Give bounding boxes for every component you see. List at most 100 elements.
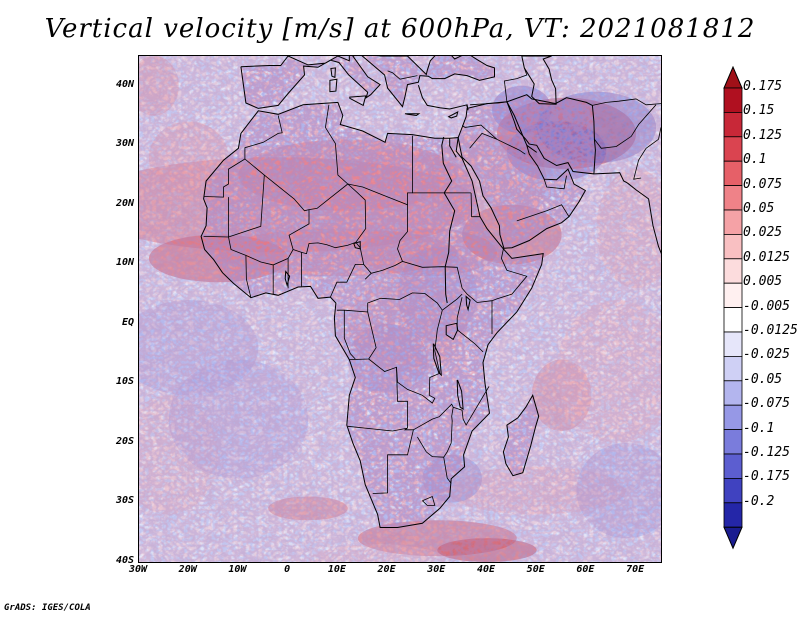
country-border <box>347 183 367 243</box>
pakistan-coast <box>594 172 628 184</box>
colorbar-label: 0.15 <box>743 103 775 119</box>
colorbar-label: -0.05 <box>743 371 783 387</box>
country-border <box>387 70 418 80</box>
colorbar-top-arrow <box>723 66 743 89</box>
corsica-coast <box>330 67 336 79</box>
colorbar-label: 0.0125 <box>743 249 790 265</box>
persian-gulf <box>526 144 537 153</box>
country-border <box>442 293 463 311</box>
country-border <box>461 124 526 155</box>
europe-coastline <box>240 56 495 109</box>
lat-tick-label: 20S <box>115 435 134 447</box>
colorbar-label: -0.075 <box>743 396 790 412</box>
coastlines <box>200 56 661 528</box>
crete-coast <box>404 113 421 117</box>
india-coast <box>626 182 661 254</box>
lon-tick-label: 30E <box>427 564 446 575</box>
country-border <box>422 495 436 506</box>
country-border <box>203 236 403 274</box>
colorbar-label: -0.2 <box>743 493 775 509</box>
colorbar-label: -0.1 <box>743 420 775 436</box>
colorbar-label: -0.175 <box>743 469 790 485</box>
country-border <box>364 273 372 280</box>
colorbar-bottom-arrow <box>723 526 743 550</box>
iran-outline <box>506 94 596 175</box>
country-border <box>413 403 454 458</box>
lon-tick-label: 50E <box>526 564 545 575</box>
country-border <box>470 101 507 106</box>
map-panel <box>138 55 662 563</box>
country-border <box>203 158 246 198</box>
colorbar-swatch <box>723 453 743 479</box>
colorbar-swatch <box>723 404 743 431</box>
country-border <box>324 104 349 185</box>
sicily-coast <box>349 95 367 107</box>
colorbar-swatch <box>723 209 743 235</box>
colorbar <box>723 66 743 550</box>
lake-turkana <box>465 295 471 312</box>
country-border <box>343 310 356 360</box>
lon-tick-label: 70E <box>626 564 645 575</box>
nile-river <box>441 136 456 304</box>
colorbar-swatch <box>723 233 743 260</box>
country-border <box>336 292 443 313</box>
lake-tanganyika <box>432 343 442 377</box>
lon-tick-label: 20E <box>377 564 396 575</box>
turkey-coast <box>417 85 469 111</box>
lat-tick-label: 40N <box>115 78 134 90</box>
colorbar-swatch <box>723 258 743 284</box>
colorbar-swatch <box>723 355 743 382</box>
colorbar-label: 0.005 <box>743 274 783 290</box>
chart-title: Vertical velocity [m/s] at 600hPa, VT: 2… <box>44 14 756 44</box>
country-border <box>543 175 567 190</box>
country-border <box>594 104 657 149</box>
country-border <box>516 204 570 222</box>
country-border <box>396 367 408 429</box>
lon-tick-label: 0 <box>284 564 291 575</box>
lon-tick-label: 30W <box>128 564 148 575</box>
lat-tick-label: 30S <box>115 495 134 507</box>
country-border <box>245 255 252 298</box>
colorbar-swatch <box>723 160 743 186</box>
lake-malawi <box>456 379 464 410</box>
lat-tick-label: 10N <box>115 257 134 269</box>
caspian-shore <box>521 56 557 105</box>
colorbar-label: 0.025 <box>743 225 783 241</box>
colorbar-label: -0.005 <box>743 298 790 314</box>
colorbar-swatch <box>723 185 743 211</box>
colorbar-swatch <box>723 502 743 528</box>
lat-tick-label: 10S <box>115 376 134 388</box>
africa-coastline <box>200 101 544 528</box>
suez-gulf <box>449 138 457 158</box>
lat-tick-label: 20N <box>115 197 134 209</box>
country-borders <box>203 67 661 506</box>
colorbar-label: -0.125 <box>743 445 790 460</box>
country-border <box>456 329 484 353</box>
country-border <box>349 311 377 360</box>
country-border <box>244 115 283 159</box>
sardinia-coast <box>329 78 338 93</box>
footer-credit: GrADS: IGES/COLA <box>4 603 91 613</box>
country-border <box>456 297 463 330</box>
colorbar-label: 0.175 <box>743 79 783 94</box>
colorbar-swatch <box>723 477 743 504</box>
lat-tick-label: 30N <box>115 138 134 150</box>
colorbar-swatch <box>723 307 743 333</box>
country-border <box>443 457 452 484</box>
lat-tick-label: EQ <box>121 316 134 328</box>
country-border <box>347 425 414 494</box>
lon-tick-label: 20W <box>178 564 197 575</box>
map-canvas <box>139 56 661 562</box>
colorbar-label: -0.025 <box>743 347 790 363</box>
country-border <box>453 386 490 426</box>
colorbar-label: 0.05 <box>743 201 775 216</box>
colorbar-label: -0.0125 <box>743 323 798 338</box>
lon-tick-label: 60E <box>576 564 595 575</box>
lon-tick-label: 10E <box>327 564 346 575</box>
cyprus-coast <box>447 111 459 119</box>
country-border <box>592 98 661 106</box>
lat-tick-label: 40S <box>115 555 134 566</box>
colorbar-label: 0.1 <box>743 152 767 168</box>
colorbar-swatch <box>723 136 743 162</box>
colorbar-swatch <box>723 429 743 455</box>
